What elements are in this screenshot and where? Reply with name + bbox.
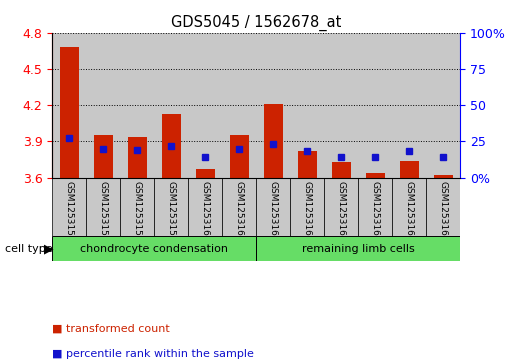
Text: GSM1253163: GSM1253163 xyxy=(303,180,312,241)
Bar xyxy=(196,169,214,178)
Bar xyxy=(290,178,324,236)
Bar xyxy=(222,33,256,178)
Text: GSM1253161: GSM1253161 xyxy=(235,180,244,241)
Text: GSM1253162: GSM1253162 xyxy=(269,180,278,241)
Bar xyxy=(256,236,460,261)
Text: ▶: ▶ xyxy=(44,242,54,256)
Bar xyxy=(94,135,112,178)
Bar xyxy=(128,136,146,178)
Bar xyxy=(86,178,120,236)
Bar xyxy=(256,178,290,236)
Bar xyxy=(264,104,282,178)
Text: GSM1253164: GSM1253164 xyxy=(337,180,346,241)
Bar xyxy=(332,162,350,178)
Text: GSM1253166: GSM1253166 xyxy=(405,180,414,241)
Bar xyxy=(290,33,324,178)
Bar xyxy=(188,33,222,178)
Text: GSM1253156: GSM1253156 xyxy=(65,180,74,241)
Bar xyxy=(400,161,418,178)
Bar xyxy=(154,33,188,178)
Text: GSM1253157: GSM1253157 xyxy=(99,180,108,241)
Bar xyxy=(426,178,460,236)
Bar xyxy=(188,178,222,236)
Bar xyxy=(52,178,86,236)
Bar xyxy=(256,33,290,178)
Text: ■ transformed count: ■ transformed count xyxy=(52,324,170,334)
Bar xyxy=(358,178,392,236)
Bar xyxy=(154,178,188,236)
Bar xyxy=(52,33,86,178)
Text: remaining limb cells: remaining limb cells xyxy=(302,244,415,254)
Title: GDS5045 / 1562678_at: GDS5045 / 1562678_at xyxy=(171,15,342,31)
Bar xyxy=(298,151,316,178)
Bar xyxy=(324,33,358,178)
Text: ■ percentile rank within the sample: ■ percentile rank within the sample xyxy=(52,349,254,359)
Text: chondrocyte condensation: chondrocyte condensation xyxy=(81,244,228,254)
Text: GSM1253165: GSM1253165 xyxy=(371,180,380,241)
Bar xyxy=(366,173,384,178)
Bar xyxy=(120,33,154,178)
Bar xyxy=(86,33,120,178)
Bar xyxy=(162,114,180,178)
Text: GSM1253159: GSM1253159 xyxy=(167,180,176,241)
Bar xyxy=(358,33,392,178)
Bar xyxy=(230,135,248,178)
Bar xyxy=(324,178,358,236)
Bar xyxy=(434,175,452,178)
Text: GSM1253167: GSM1253167 xyxy=(439,180,448,241)
Text: GSM1253158: GSM1253158 xyxy=(133,180,142,241)
Bar xyxy=(60,47,78,178)
Bar xyxy=(222,178,256,236)
Text: cell type: cell type xyxy=(5,244,56,254)
Bar xyxy=(392,33,426,178)
Bar xyxy=(52,236,256,261)
Text: GSM1253160: GSM1253160 xyxy=(201,180,210,241)
Bar xyxy=(426,33,460,178)
Bar xyxy=(392,178,426,236)
Bar xyxy=(120,178,154,236)
